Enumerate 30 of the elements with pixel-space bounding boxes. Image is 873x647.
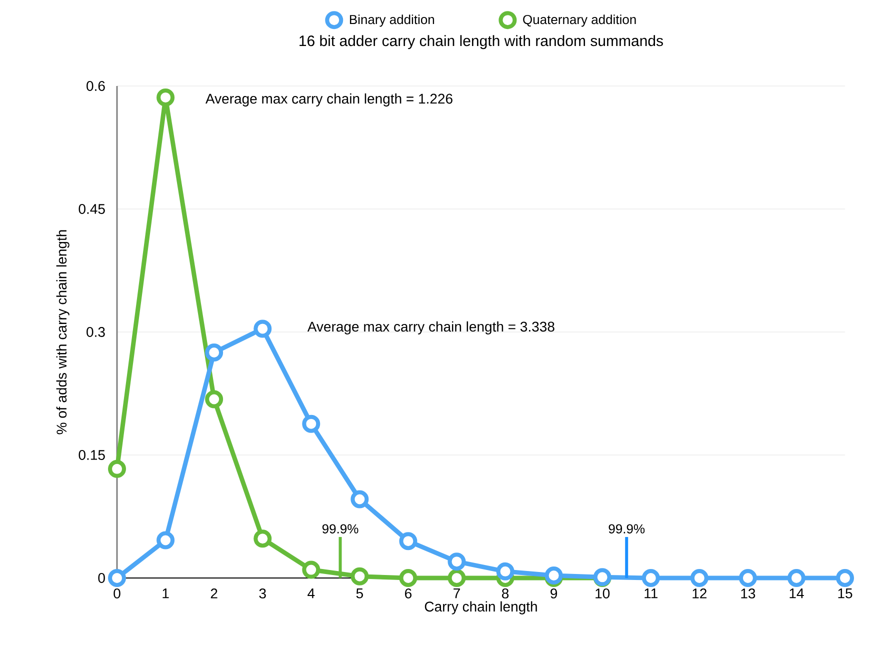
- x-tick-label: 14: [790, 588, 804, 598]
- y-tick-label: 0.3: [86, 327, 105, 337]
- x-tick-label: 9: [550, 588, 558, 598]
- annotation: 99.9%: [322, 524, 358, 534]
- y-axis-title: % of adds with carry chain length: [56, 230, 70, 434]
- x-tick-label: 7: [454, 588, 460, 598]
- annotation: Average max carry chain length = 1.226: [206, 93, 452, 106]
- x-tick-label: 11: [644, 588, 658, 598]
- x-tick-label: 4: [308, 588, 315, 598]
- annotation: 99.9%: [608, 524, 645, 534]
- x-axis-title: Carry chain length: [424, 601, 537, 614]
- y-tick-label: 0.6: [86, 81, 105, 91]
- chart-title: 16 bit adder carry chain length with random summands: [300, 35, 663, 50]
- x-tick-label: 6: [405, 588, 412, 598]
- legend-label: Quaternary addition: [523, 14, 636, 27]
- legend-label: Binary addition: [350, 14, 434, 27]
- y-tick-label: 0.45: [78, 204, 105, 214]
- x-tick-label: 13: [741, 588, 756, 598]
- x-tick-label: 10: [596, 588, 610, 598]
- y-tick-label: 0: [98, 573, 105, 583]
- x-tick-label: 8: [502, 588, 509, 598]
- x-tick-label: 3: [259, 588, 266, 598]
- x-tick-label: 1: [162, 588, 169, 598]
- x-tick-label: 15: [838, 588, 852, 598]
- x-tick-label: 2: [210, 588, 218, 598]
- x-tick-label: 5: [356, 588, 363, 598]
- x-tick-label: 12: [692, 588, 706, 598]
- annotation: Average max carry chain length = 3.338: [307, 321, 554, 334]
- x-tick-label: 0: [114, 588, 120, 598]
- y-tick-label: 0.15: [78, 450, 105, 460]
